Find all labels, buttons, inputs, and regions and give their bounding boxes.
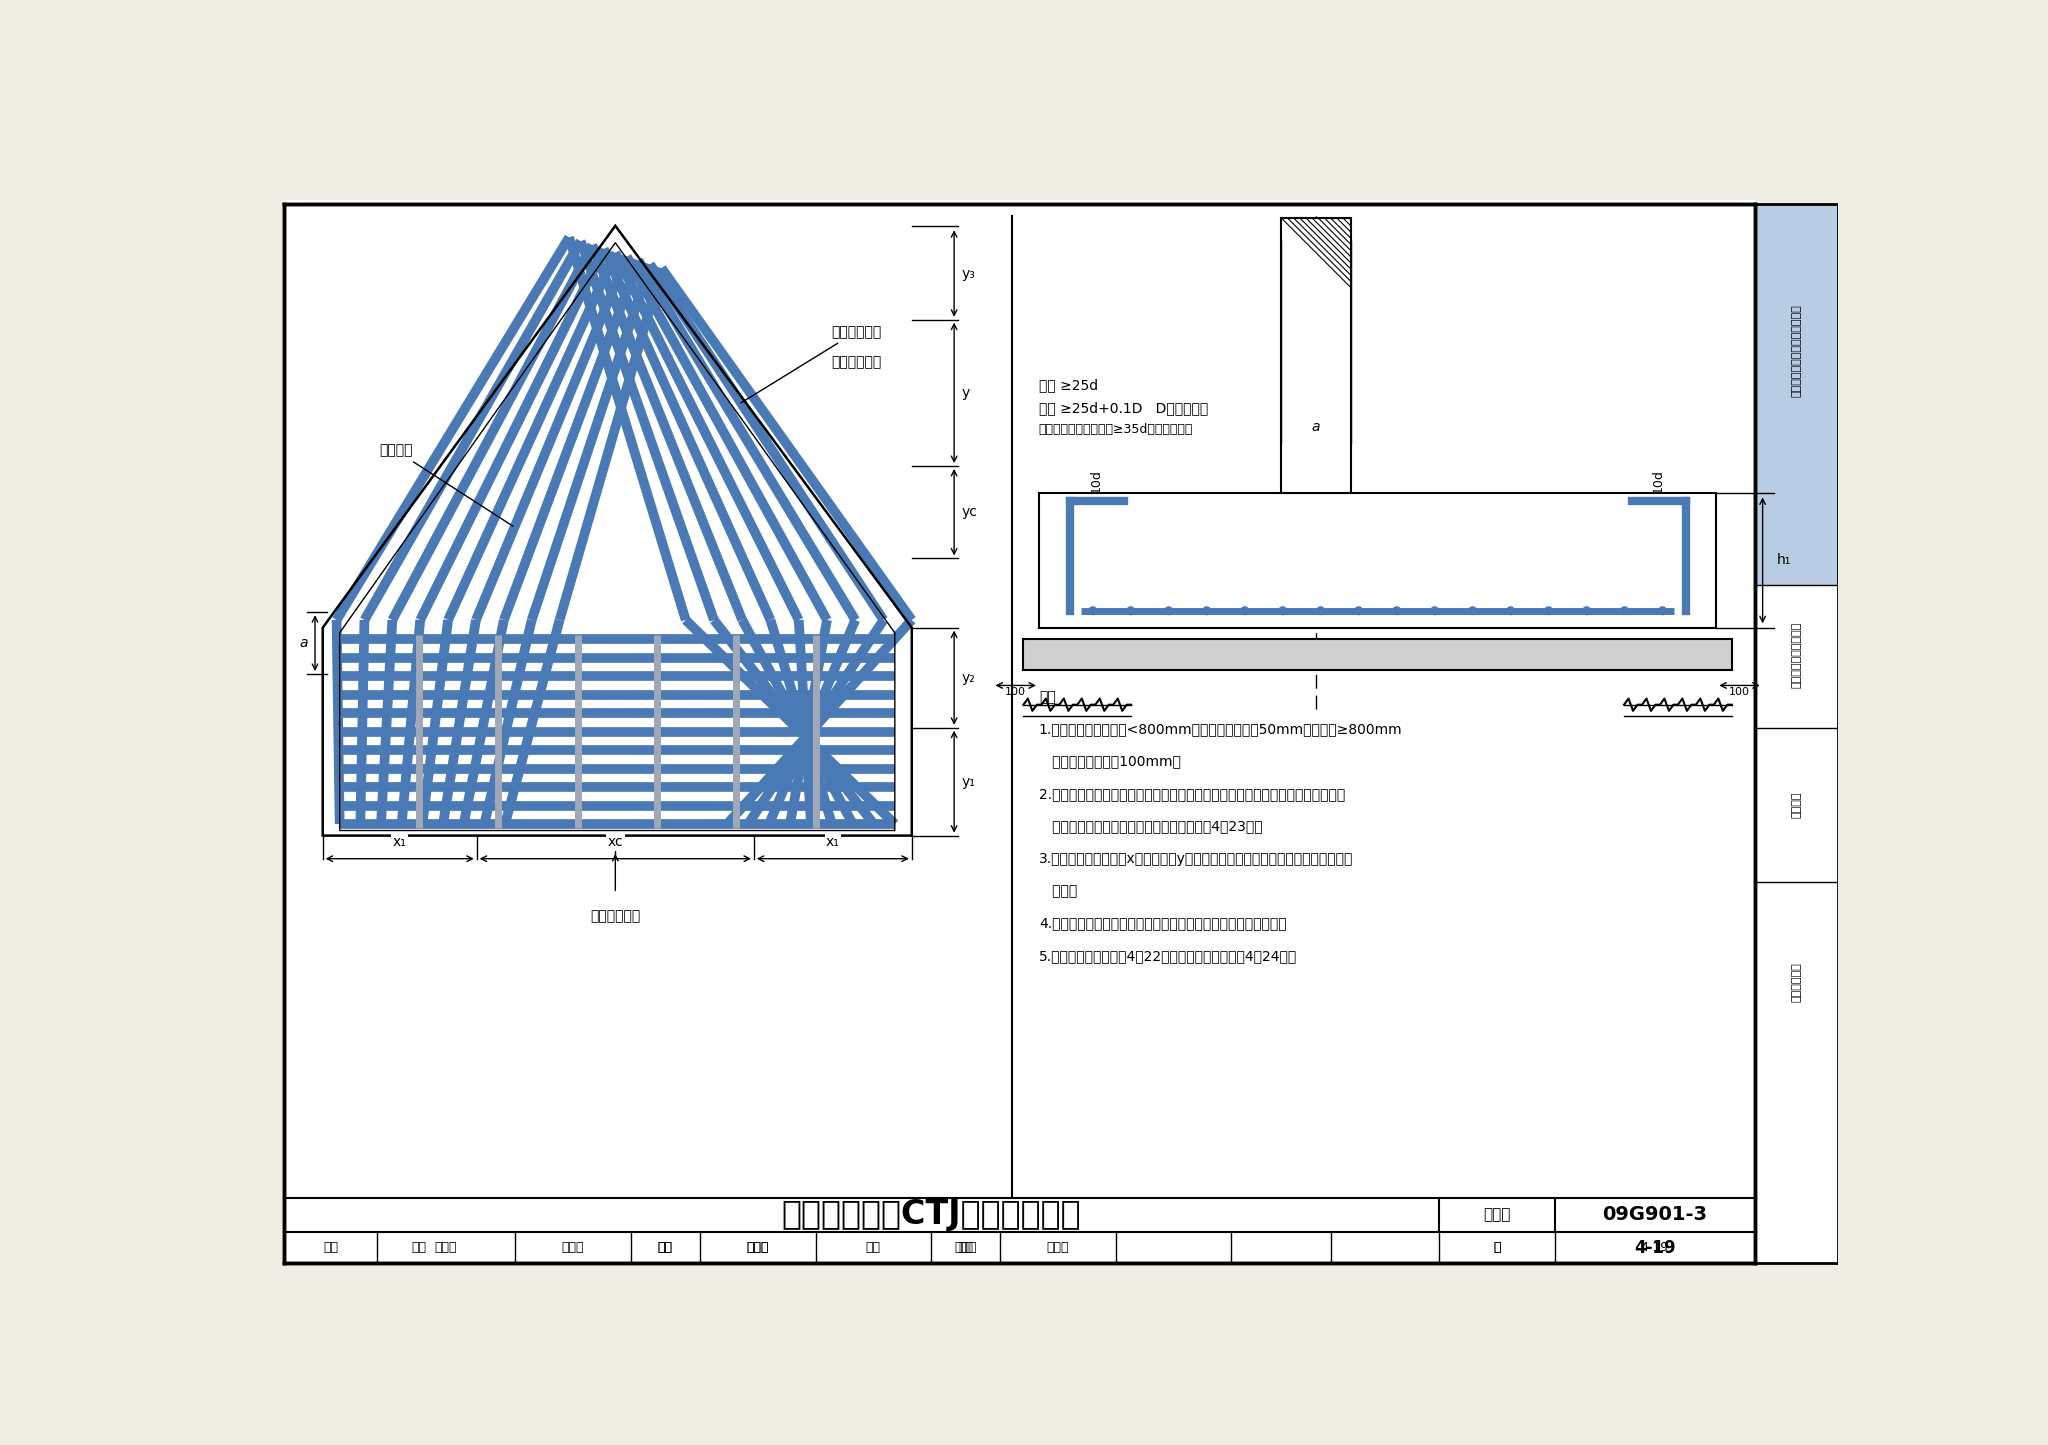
Text: 圆柱 ≥25d+0.1D   D为圆柱直径: 圆柱 ≥25d+0.1D D为圆柱直径 [1038, 402, 1208, 415]
Text: （对称相同）: （对称相同） [831, 355, 881, 368]
Text: 独立基础、条形基础、桩基承台: 独立基础、条形基础、桩基承台 [1792, 303, 1802, 397]
Text: 箱形基础和地下室结构: 箱形基础和地下室结构 [1792, 621, 1802, 688]
Text: a: a [299, 636, 307, 650]
Text: 100: 100 [1729, 686, 1751, 696]
Text: 筏形基础: 筏形基础 [1792, 792, 1802, 818]
Text: y₁: y₁ [963, 775, 975, 789]
Text: y₃: y₃ [963, 266, 975, 280]
Text: yc: yc [963, 506, 977, 519]
Text: x₁: x₁ [825, 835, 840, 850]
Text: 4.三桩承台的最里侧的三根钢筋围成的三角形应在柱截面范围内。: 4.三桩承台的最里侧的三根钢筋围成的三角形应在柱截面范围内。 [1038, 916, 1286, 931]
Circle shape [1356, 607, 1362, 614]
Text: 10d: 10d [1653, 470, 1665, 493]
Text: 等腰三桩承台CTJ钢筋排布构造: 等腰三桩承台CTJ钢筋排布构造 [780, 1198, 1081, 1231]
Bar [1024, 639, 1733, 670]
Text: 设计: 设计 [866, 1241, 881, 1254]
Text: 王怀元: 王怀元 [954, 1241, 977, 1254]
Text: 10d: 10d [1090, 470, 1104, 493]
Text: 设计: 设计 [958, 1241, 973, 1254]
Text: 一般构造说明: 一般构造说明 [1792, 962, 1802, 1001]
Circle shape [1090, 607, 1096, 614]
Text: 斜边受力销筋: 斜边受力销筋 [741, 325, 881, 403]
Text: 审核: 审核 [412, 1241, 426, 1254]
Text: （当伸至端部直段长度≥35d时不设弯钩）: （当伸至端部直段长度≥35d时不设弯钩） [1038, 423, 1194, 436]
Circle shape [1202, 607, 1210, 614]
Text: 页: 页 [1493, 1241, 1501, 1254]
Text: 黄志刚: 黄志刚 [434, 1241, 457, 1254]
Text: 4-19: 4-19 [1634, 1238, 1675, 1257]
Bar [1755, 205, 1839, 1263]
Text: 2.当承台之间设置防水底板且承台底板也要求做防水层时，桩顶局部应采用刚性防: 2.当承台之间设置防水底板且承台底板也要求做防水层时，桩顶局部应采用刚性防 [1038, 788, 1346, 801]
Text: 水层，不可采用有机材料的柔性防水层详见4－23页。: 水层，不可采用有机材料的柔性防水层详见4－23页。 [1038, 819, 1262, 834]
Text: 王怀元: 王怀元 [1047, 1241, 1069, 1254]
Text: 3.规定图面水平方向为x向，竖向为y向。等边三桩承台的底边方向，详见具体工程: 3.规定图面水平方向为x向，竖向为y向。等边三桩承台的底边方向，详见具体工程 [1038, 851, 1354, 866]
Text: 1.当桩径或桩截面边长<800mm时，桩顶嵌入承台50mm；当桩径≥800mm: 1.当桩径或桩截面边长<800mm时，桩顶嵌入承台50mm；当桩径≥800mm [1038, 722, 1403, 737]
Text: 张工文: 张工文 [748, 1241, 768, 1254]
Text: 审核: 审核 [324, 1241, 338, 1254]
Circle shape [1507, 607, 1513, 614]
Text: 4-19: 4-19 [1640, 1241, 1669, 1254]
Text: a: a [1313, 420, 1321, 433]
Text: 底边受力销筋: 底边受力销筋 [590, 909, 641, 923]
Circle shape [1432, 607, 1438, 614]
Text: 09G901-3: 09G901-3 [1602, 1205, 1708, 1224]
Text: 校对: 校对 [657, 1241, 674, 1254]
Text: h₁: h₁ [1776, 553, 1790, 568]
Bar [1755, 585, 1839, 1263]
Text: 张工文: 张工文 [748, 1241, 768, 1254]
Text: 校对: 校对 [657, 1241, 674, 1254]
Text: 页: 页 [1493, 1241, 1501, 1254]
Text: xc: xc [608, 835, 623, 850]
Circle shape [1126, 607, 1135, 614]
Circle shape [1393, 607, 1401, 614]
Bar [1282, 218, 1352, 493]
Text: 图集号: 图集号 [1483, 1207, 1511, 1222]
Circle shape [1659, 607, 1667, 614]
Text: y: y [963, 386, 971, 400]
Text: 注：: 注： [1038, 691, 1055, 704]
Text: 5.桩与承台的连接详见4－22页，柱插筋构造详见第4－24页。: 5.桩与承台的连接详见4－22页，柱插筋构造详见第4－24页。 [1038, 949, 1296, 962]
Text: 方柱 ≥25d: 方柱 ≥25d [1038, 379, 1098, 392]
Circle shape [1317, 607, 1325, 614]
Bar [1038, 493, 1716, 627]
Text: x₁: x₁ [393, 835, 408, 850]
Circle shape [1165, 607, 1174, 614]
Circle shape [1278, 607, 1286, 614]
Circle shape [1544, 607, 1552, 614]
Circle shape [1468, 607, 1477, 614]
Text: 100: 100 [1006, 686, 1026, 696]
Circle shape [1583, 607, 1591, 614]
Text: 黄志刚: 黄志刚 [561, 1241, 584, 1254]
Circle shape [1620, 607, 1628, 614]
Circle shape [1241, 607, 1249, 614]
Text: y₂: y₂ [963, 670, 975, 685]
Text: 时，桩顶嵌入承台100mm。: 时，桩顶嵌入承台100mm。 [1038, 754, 1182, 769]
Text: 分布销筋: 分布销筋 [379, 444, 512, 526]
Text: 设计。: 设计。 [1038, 884, 1077, 897]
